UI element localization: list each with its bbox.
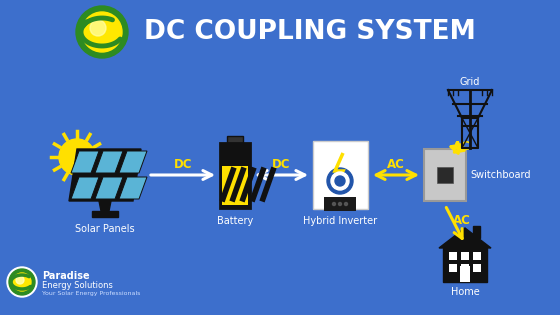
Polygon shape (71, 151, 99, 173)
Circle shape (327, 168, 353, 194)
Circle shape (82, 12, 122, 52)
FancyBboxPatch shape (92, 211, 118, 217)
Text: Energy Solutions: Energy Solutions (42, 280, 113, 289)
Text: DC: DC (272, 158, 290, 171)
Circle shape (76, 6, 128, 58)
Circle shape (90, 20, 106, 36)
Text: Grid: Grid (460, 77, 480, 87)
Text: DC COUPLING SYSTEM: DC COUPLING SYSTEM (144, 19, 476, 45)
Polygon shape (439, 228, 491, 248)
FancyBboxPatch shape (324, 197, 356, 211)
FancyBboxPatch shape (220, 142, 250, 208)
Text: Switchboard: Switchboard (470, 170, 530, 180)
Circle shape (338, 203, 342, 205)
FancyBboxPatch shape (227, 135, 243, 144)
Polygon shape (95, 177, 123, 199)
FancyBboxPatch shape (449, 264, 457, 272)
Circle shape (344, 203, 348, 205)
FancyBboxPatch shape (461, 264, 469, 272)
FancyBboxPatch shape (312, 141, 367, 209)
Circle shape (16, 276, 24, 284)
Circle shape (333, 203, 335, 205)
Text: Home: Home (451, 287, 479, 297)
Text: Battery: Battery (217, 216, 253, 226)
Text: AC: AC (453, 215, 471, 227)
FancyBboxPatch shape (473, 226, 480, 238)
Circle shape (59, 139, 95, 175)
Text: Solar Panels: Solar Panels (75, 224, 135, 234)
Circle shape (335, 176, 345, 186)
FancyBboxPatch shape (437, 167, 453, 183)
FancyBboxPatch shape (449, 252, 457, 260)
Circle shape (7, 267, 37, 297)
FancyBboxPatch shape (222, 165, 248, 204)
Polygon shape (119, 177, 147, 199)
Polygon shape (69, 149, 141, 201)
Text: DC: DC (174, 158, 192, 171)
Polygon shape (71, 177, 99, 199)
Circle shape (9, 269, 35, 295)
FancyBboxPatch shape (461, 252, 469, 260)
Polygon shape (95, 151, 123, 173)
FancyBboxPatch shape (424, 149, 466, 201)
Text: Paradise: Paradise (42, 271, 90, 281)
Polygon shape (99, 201, 111, 211)
Text: AC: AC (387, 158, 405, 171)
Circle shape (13, 273, 31, 291)
Text: AC: AC (453, 140, 471, 153)
FancyBboxPatch shape (443, 248, 487, 282)
FancyBboxPatch shape (460, 266, 470, 282)
FancyBboxPatch shape (473, 264, 481, 272)
Circle shape (331, 172, 349, 190)
FancyBboxPatch shape (473, 252, 481, 260)
Polygon shape (119, 151, 147, 173)
Text: Your Solar Energy Professionals: Your Solar Energy Professionals (42, 290, 141, 295)
Text: Hybrid Inverter: Hybrid Inverter (303, 216, 377, 226)
